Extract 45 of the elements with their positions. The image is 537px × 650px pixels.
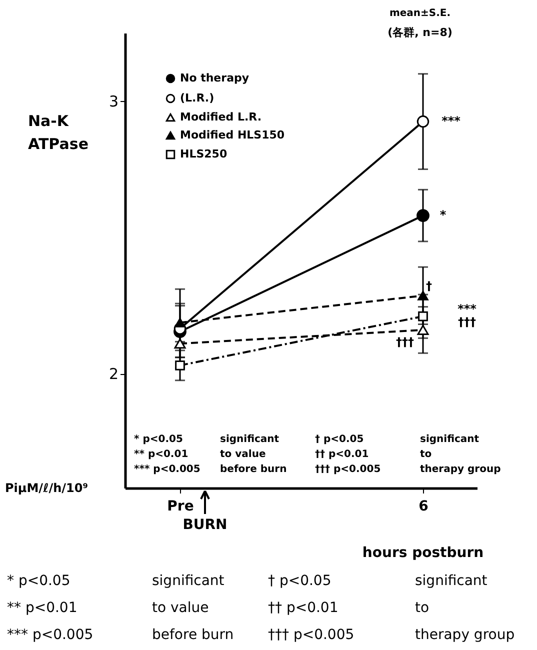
x-tick-label: 6 (418, 498, 428, 514)
annotation: † (426, 279, 432, 293)
x-tick-label: Pre (167, 498, 194, 514)
annotation: before burn (220, 464, 287, 475)
annotation: ††† (458, 315, 476, 329)
annotation: *** p<0.005 (134, 464, 200, 475)
annotation: ††† (396, 335, 414, 349)
annotation: therapy group (420, 464, 501, 475)
legend-label: HLS250 (180, 148, 228, 160)
text: ††† p<0.005 (268, 627, 354, 643)
annotation: to value (220, 449, 266, 460)
text: therapy group (415, 627, 515, 643)
legend-label: No therapy (180, 72, 250, 84)
text: PiμM/ℓ/h/10⁹ (5, 481, 88, 495)
y-axis-title: Na-K ATPase (28, 112, 88, 153)
text: ** p<0.01 (7, 600, 78, 616)
text: mean±S.E. (389, 8, 451, 19)
annotation: * (440, 208, 447, 222)
annotation: † p<0.05 (315, 434, 364, 445)
annotation: *** (442, 114, 462, 128)
text: significant (152, 573, 225, 589)
annotation: *** (458, 302, 478, 316)
legend-label: (L.R.) (180, 92, 214, 104)
legend-label: Modified HLS150 (180, 128, 285, 142)
annotation: to (420, 449, 432, 460)
text: * p<0.05 (7, 573, 70, 589)
text: to value (152, 600, 209, 616)
annotation: * p<0.05 (134, 434, 183, 445)
text: significant (415, 573, 488, 589)
legend-label: Modified L.R. (180, 110, 262, 124)
text: before burn (152, 627, 234, 643)
annotation: ** p<0.01 (134, 449, 188, 460)
annotation: significant (420, 434, 480, 445)
annotation: †† p<0.01 (315, 449, 369, 460)
text: to (415, 600, 430, 616)
x-axis-title: hours postburn (362, 545, 484, 561)
annotation: (各群, n=8) (388, 26, 452, 39)
annotation: ††† p<0.005 (315, 464, 381, 475)
y-tick-label: 3 (108, 92, 118, 111)
text: *** p<0.005 (7, 627, 94, 643)
y-tick-label: 2 (108, 365, 118, 384)
annotation: significant (220, 434, 280, 445)
text: BURN (182, 517, 228, 533)
text: †† p<0.01 (268, 600, 338, 616)
text: † p<0.05 (268, 573, 332, 589)
